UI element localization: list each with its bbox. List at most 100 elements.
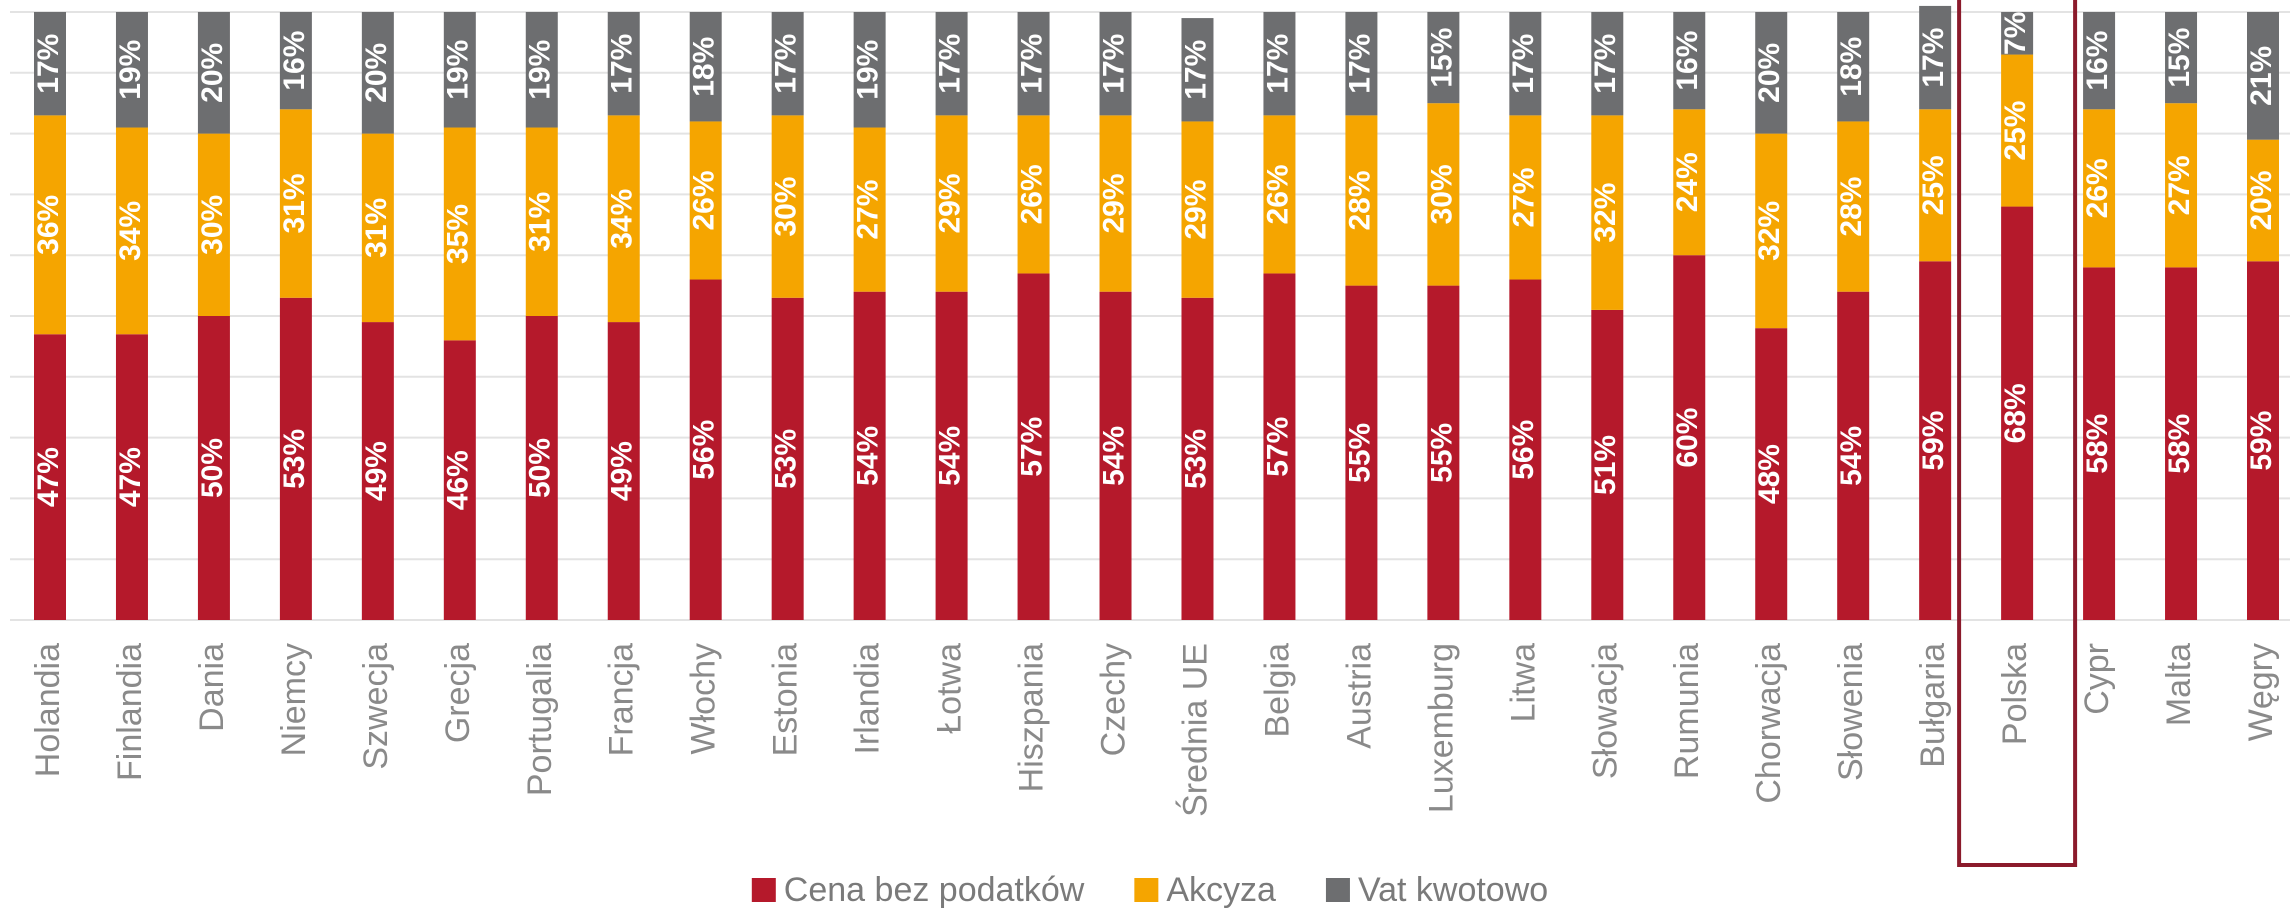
value-label: 55% [1425,423,1458,483]
value-label: 35% [442,204,475,264]
bar-segment [525,316,558,620]
bar-segment [607,115,640,323]
value-label: 68% [1999,383,2032,443]
x-tick-label: Słowacja [1586,643,1624,779]
bar-segment [361,12,394,134]
bar-segment [1837,121,1870,292]
legend-label: Akcyza [1166,871,1276,909]
bar-segment [361,322,394,620]
bar-segment [771,297,804,620]
value-label: 18% [1835,37,1868,97]
bar-segment [1919,261,1952,620]
bar-segment [2247,261,2279,620]
value-label: 26% [688,170,721,230]
bar-segment [443,12,476,128]
bar-segment [689,279,722,620]
x-tick-label: Węgry [2242,643,2280,741]
value-label: 56% [1507,420,1540,480]
value-label: 57% [1015,417,1048,477]
bar-segment [1755,12,1788,134]
value-label: 54% [1097,426,1130,486]
bar-segment [1099,115,1132,292]
value-label: 46% [442,450,475,510]
value-label: 16% [278,31,311,91]
value-label: 15% [1425,28,1458,88]
value-label: 27% [1507,167,1540,227]
value-label: 17% [32,34,65,94]
value-label: 27% [852,180,885,240]
value-label: 49% [360,441,393,501]
bar-segment [1673,109,1706,256]
bar-segment [1509,12,1542,116]
bar-segment [34,115,66,335]
x-tick-label: Dania [193,643,231,732]
value-label: 58% [2081,414,2114,474]
bar-segment [1837,12,1870,122]
bar-segment [361,133,394,323]
bar-segment [2083,267,2116,620]
value-label: 57% [1261,417,1294,477]
value-label: 15% [2163,28,2196,88]
x-tick-label: Litwa [1504,643,1542,722]
value-label: 48% [1753,444,1786,504]
bar-segment [771,115,804,298]
x-tick-label: Francja [603,643,641,756]
value-label: 59% [2245,411,2278,471]
value-label: 19% [524,40,557,100]
bar-segment [115,127,148,335]
value-label: 32% [1589,183,1622,243]
bar-segment [1427,285,1460,620]
bar-segment [1099,12,1132,116]
bar-segment [2001,12,2034,55]
bar-segment [1263,115,1296,274]
bar-segment [525,12,558,128]
value-label: 29% [934,173,967,233]
bar-segment [607,12,640,116]
bar-segment [1263,12,1296,116]
value-label: 47% [114,447,147,507]
value-label: 19% [114,40,147,100]
x-tick-label: Słowenia [1832,643,1870,781]
bar-segment [197,12,230,134]
value-label: 36% [32,195,65,255]
bar-segment [279,109,312,298]
x-tick-label: Łotwa [931,643,969,734]
x-tick-label: Rumunia [1668,643,1706,779]
value-label: 20% [1753,43,1786,103]
value-label: 56% [688,420,721,480]
bar-segment [1427,12,1460,104]
value-label: 26% [1261,164,1294,224]
bar-segment [525,127,558,317]
value-label: 17% [1097,34,1130,94]
bar-segment [771,12,804,116]
x-tick-label: Polska [1996,643,2034,745]
bar-segment [1919,109,1952,262]
bar-segment [1591,115,1624,310]
value-label: 31% [524,192,557,252]
bar-segment [279,12,312,110]
value-label: 18% [688,37,721,97]
value-label: 60% [1671,408,1704,468]
value-label: 20% [2245,170,2278,230]
x-tick-label: Średnia UE [1175,643,1214,817]
bar-segment [935,12,968,116]
bar-segment [2165,103,2198,268]
value-label: 17% [934,34,967,94]
value-label: 26% [1015,164,1048,224]
value-label: 50% [524,438,557,498]
value-label: 59% [1917,411,1950,471]
value-label: 54% [852,426,885,486]
bar-segment [689,12,722,122]
value-label: 30% [1425,164,1458,224]
bar-segment [1181,18,1214,122]
bar-segment [689,121,722,280]
bar-segment [1673,12,1706,110]
bar-segment [443,340,476,620]
value-label: 31% [360,198,393,258]
value-label: 34% [114,201,147,261]
bar-segment [1181,297,1214,620]
x-tick-label: Luxemburg [1422,643,1460,813]
bar-segment [115,12,148,128]
x-tick-label: Cypr [2078,643,2116,715]
bar-segment [1017,115,1050,274]
